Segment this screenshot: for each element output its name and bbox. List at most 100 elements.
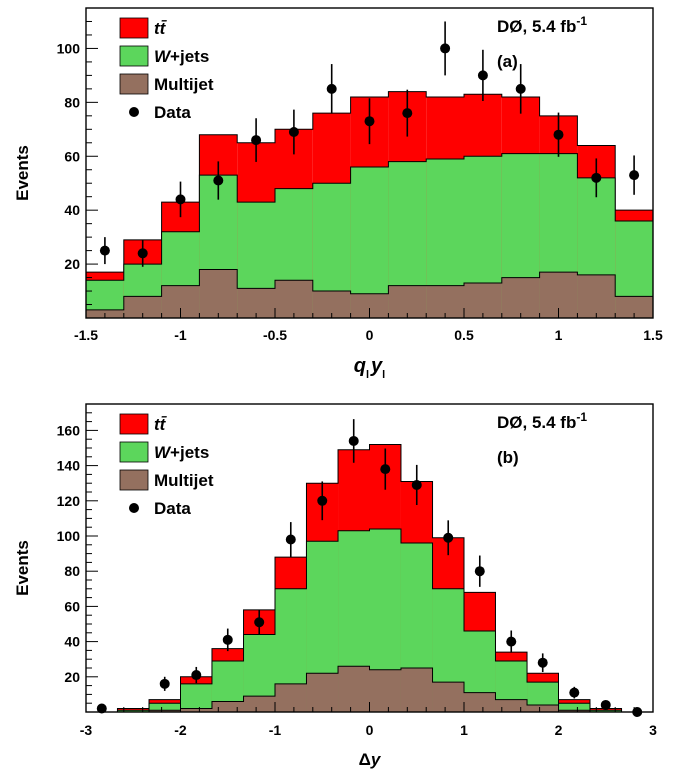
experiment-label: DØ, 5.4 fb-1	[497, 410, 587, 432]
legend-item-multijet: Multijet	[119, 469, 214, 491]
data-point	[600, 699, 611, 710]
data-point	[99, 245, 110, 256]
bar-multijet	[275, 280, 313, 318]
data-point	[191, 670, 202, 681]
bar-wjets	[558, 703, 590, 712]
data-point	[317, 495, 328, 506]
x-tick-label: -0.5	[263, 327, 287, 343]
x-tick-label: -1	[269, 722, 282, 738]
legend-item-ttbar: tt̄	[119, 413, 168, 435]
bar-multijet	[432, 682, 464, 712]
bar-multijet	[464, 692, 496, 712]
bar-wjets	[350, 167, 389, 318]
x-tick-label: -3	[80, 722, 93, 738]
x-tick-label: 2	[555, 722, 563, 738]
y-axis-label: Events	[13, 540, 32, 596]
series-data	[99, 21, 640, 267]
bar-multijet	[558, 710, 590, 712]
panel-label: (a)	[497, 52, 518, 71]
legend-label: Data	[154, 499, 191, 518]
y-tick-label: 40	[64, 634, 80, 650]
bar-multijet	[527, 704, 559, 712]
series-multijet	[85, 268, 654, 318]
bar-multijet	[464, 282, 502, 318]
data-point	[213, 175, 224, 186]
bar-multijet	[426, 285, 464, 318]
series-multijet	[86, 665, 653, 713]
legend-label: W+jets	[154, 47, 209, 66]
bar-multijet	[615, 296, 653, 318]
data-point	[569, 687, 580, 698]
legend-swatch-wjets	[119, 45, 149, 67]
data-point	[288, 127, 299, 137]
data-point	[96, 703, 107, 714]
bar-multijet	[400, 668, 433, 712]
data-point	[254, 617, 265, 628]
bar-multijet	[180, 708, 212, 712]
legend-item-data: Data	[129, 499, 191, 518]
x-tick-label: -1	[174, 327, 187, 343]
bar-multijet	[501, 277, 540, 318]
data-point	[537, 657, 548, 668]
data-point	[380, 464, 391, 475]
legend-label: Data	[154, 103, 191, 122]
legend-swatch-ttbar	[119, 413, 149, 435]
x-tick-label: 0	[366, 722, 374, 738]
outline-multijet	[86, 665, 653, 713]
data-point	[506, 636, 517, 647]
panel-label: (b)	[497, 448, 519, 467]
data-point	[175, 194, 186, 205]
bar-multijet	[243, 696, 275, 712]
legend-item-ttbar: tt̄	[119, 17, 168, 39]
x-axis-label: Δy	[359, 750, 382, 769]
legend-label: tt̄	[154, 19, 168, 38]
y-tick-label: 120	[57, 493, 81, 509]
legend-item-wjets: W+jets	[119, 441, 209, 463]
x-tick-label: -1.5	[74, 327, 98, 343]
bar-multijet	[338, 666, 370, 712]
data-point	[251, 135, 262, 146]
y-tick-label: 100	[57, 528, 81, 544]
x-tick-label: 1	[460, 722, 468, 738]
y-tick-label: 40	[64, 202, 80, 218]
chart-panel-a: -1.5 -1 -0.5 0 0.5 1 1.5 20 40 60 80 100 Events ql yl t…	[13, 7, 663, 381]
bar-multijet	[123, 296, 162, 318]
data-point	[222, 634, 233, 645]
legend-item-data: Data	[129, 103, 191, 122]
y-tick-label: 100	[57, 40, 81, 56]
data-point	[411, 479, 422, 490]
data-point	[402, 108, 413, 119]
outline-wjets	[86, 528, 653, 713]
bar-multijet	[369, 669, 401, 712]
outline-ttbar	[86, 443, 653, 713]
legend-marker-data	[129, 503, 139, 513]
data-point	[591, 172, 602, 183]
x-axis-label: ql yl	[354, 355, 385, 381]
bar-multijet	[275, 683, 307, 712]
legend-swatch-ttbar	[119, 17, 149, 39]
x-tick-label: 1	[555, 327, 563, 343]
y-tick-label: 140	[57, 458, 81, 474]
data-point	[443, 532, 454, 543]
y-tick-label: 80	[64, 94, 80, 110]
x-tick-label: 3	[649, 722, 657, 738]
legend-label: tt̄	[154, 415, 168, 434]
legend-label: Multijet	[154, 471, 214, 490]
data-point	[159, 678, 170, 689]
y-tick-label: 20	[64, 256, 80, 272]
chart-panel-b: -3 -2 -1 0 1 2 3 20 40 60 80 100 120 140 160 Events Δy tt…	[13, 403, 657, 769]
bar-wjets	[117, 710, 150, 712]
legend-label: Multijet	[154, 75, 214, 94]
y-tick-label: 20	[64, 669, 80, 685]
data-point	[285, 534, 296, 545]
legend-item-multijet: Multijet	[119, 73, 214, 95]
legend-swatch-multijet	[119, 73, 149, 95]
bar-multijet	[388, 285, 427, 318]
bar-wjets	[180, 683, 212, 712]
data-point	[553, 129, 564, 140]
legend-item-wjets: W+jets	[119, 45, 209, 67]
data-point	[629, 170, 640, 181]
legend-label: W+jets	[154, 443, 209, 462]
bar-wjets	[589, 710, 622, 712]
